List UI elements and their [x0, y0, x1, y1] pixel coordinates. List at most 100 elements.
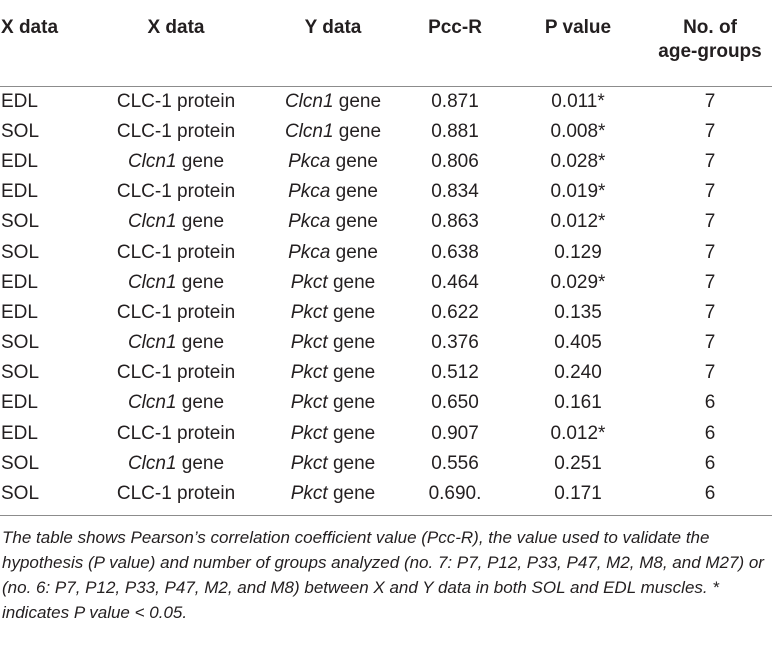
gene-suffix: gene — [327, 362, 376, 384]
gene-suffix: gene — [327, 392, 376, 414]
table-row: SOL Clcn1 gene Pkct gene 0.376 0.405 7 — [0, 328, 772, 358]
table-row: SOL CLC-1 protein Pkct gene 0.512 0.240 7 — [0, 358, 772, 388]
cell-age-groups: 7 — [704, 271, 716, 293]
cell-age-groups: 7 — [704, 362, 716, 384]
cell-y-data: Pkct gene — [264, 328, 402, 358]
table-row: EDL Clcn1 gene Pkct gene 0.650 0.161 6 — [0, 388, 772, 418]
cell-age-groups: 7 — [704, 211, 716, 233]
cell-p-value: 0.161 — [554, 392, 602, 414]
table-row: EDL CLC-1 protein Pkct gene 0.622 0.135 7 — [0, 298, 772, 328]
gene-name: Clcn1 — [127, 211, 177, 233]
cell-x-data: CLC-1 protein — [116, 483, 236, 505]
cell-p-value: 0.029* — [550, 271, 606, 293]
correlation-table: X data X data Y data Pcc-R P value No. o… — [0, 0, 772, 509]
cell-p-value: 0.012* — [550, 422, 606, 444]
gene-name: Pkct — [290, 452, 328, 474]
cell-p-value: 0.028* — [550, 150, 606, 172]
cell-pcc-r: 0.638 — [431, 241, 479, 263]
cell-y-data: Pkca gene — [264, 237, 402, 267]
cell-pcc-r: 0.622 — [431, 301, 479, 323]
gene-name: Pkct — [290, 271, 328, 293]
gene-name: Clcn1 — [127, 271, 177, 293]
cell-y-data: Pkct gene — [264, 449, 402, 479]
gene-name: Pkca — [288, 181, 331, 203]
header-x-data: X data — [88, 0, 264, 87]
gene-suffix: gene — [176, 332, 225, 354]
cell-x-data: CLC-1 protein — [116, 241, 236, 263]
cell-pcc-r: 0.376 — [431, 332, 479, 354]
cell-muscle: EDL — [1, 271, 38, 293]
table-footnote: The table shows Pearson’s correlation co… — [2, 528, 764, 623]
cell-muscle: SOL — [1, 362, 40, 384]
cell-age-groups: 7 — [704, 181, 716, 203]
cell-muscle: EDL — [1, 392, 38, 414]
gene-name: Clcn1 — [127, 332, 177, 354]
table-row: SOL CLC-1 protein Pkca gene 0.638 0.129 7 — [0, 237, 772, 267]
gene-name: Pkct — [290, 362, 328, 384]
cell-p-value: 0.405 — [554, 332, 602, 354]
gene-suffix: gene — [333, 90, 382, 112]
cell-age-groups: 7 — [704, 90, 716, 112]
cell-y-data: Pkca gene — [264, 207, 402, 237]
gene-name: Clcn1 — [284, 120, 334, 142]
cell-p-value: 0.135 — [554, 301, 602, 323]
cell-muscle: SOL — [1, 211, 40, 233]
cell-muscle: SOL — [1, 241, 40, 263]
cell-p-value: 0.008* — [550, 120, 606, 142]
cell-p-value: 0.129 — [554, 241, 602, 263]
gene-suffix: gene — [176, 392, 225, 414]
header-age-groups-line2: age-groups — [658, 41, 762, 62]
cell-y-data: Pkct gene — [264, 388, 402, 418]
cell-pcc-r: 0.834 — [431, 181, 479, 203]
cell-pcc-r: 0.907 — [431, 422, 479, 444]
cell-muscle: EDL — [1, 301, 38, 323]
cell-x-data: Clcn1 gene — [88, 388, 264, 418]
gene-suffix: gene — [333, 120, 382, 142]
table-row: SOL CLC-1 protein Clcn1 gene 0.881 0.008* 7 — [0, 117, 772, 147]
cell-age-groups: 6 — [704, 392, 716, 414]
cell-y-data: Pkct gene — [264, 419, 402, 449]
gene-name: Pkca — [288, 211, 331, 233]
cell-muscle: SOL — [1, 452, 40, 474]
gene-suffix: gene — [330, 211, 378, 233]
header-p-value: P value — [508, 0, 648, 87]
header-age-groups-line1: No. of — [683, 17, 737, 38]
cell-age-groups: 6 — [704, 452, 716, 474]
header-pcc-r: Pcc-R — [402, 0, 508, 87]
cell-y-data: Pkct gene — [264, 479, 402, 509]
cell-muscle: SOL — [1, 332, 40, 354]
gene-name: Pkca — [288, 241, 331, 263]
cell-y-data: Pkct gene — [264, 358, 402, 388]
gene-suffix: gene — [327, 452, 376, 474]
gene-suffix: gene — [327, 301, 376, 323]
cell-p-value: 0.240 — [554, 362, 602, 384]
cell-p-value: 0.012* — [550, 211, 606, 233]
cell-p-value: 0.011* — [551, 90, 605, 112]
table-row: SOL CLC-1 protein Pkct gene 0.690. 0.171 6 — [0, 479, 772, 509]
cell-x-data: CLC-1 protein — [116, 90, 236, 112]
cell-y-data: Pkct gene — [264, 298, 402, 328]
cell-y-data: Pkct gene — [264, 268, 402, 298]
gene-suffix: gene — [327, 332, 376, 354]
gene-suffix: gene — [176, 211, 225, 233]
cell-x-data: CLC-1 protein — [116, 301, 236, 323]
gene-name: Pkct — [290, 422, 328, 444]
gene-suffix: gene — [327, 422, 376, 444]
header-y-data: Y data — [264, 0, 402, 87]
gene-name: Clcn1 — [127, 452, 177, 474]
cell-x-data: Clcn1 gene — [88, 449, 264, 479]
cell-y-data: Clcn1 gene — [264, 117, 402, 147]
cell-muscle: SOL — [1, 483, 40, 505]
cell-muscle: EDL — [1, 422, 38, 444]
cell-pcc-r: 0.556 — [431, 452, 479, 474]
gene-name: Clcn1 — [127, 150, 177, 172]
gene-suffix: gene — [330, 181, 378, 203]
table-row: EDL Clcn1 gene Pkct gene 0.464 0.029* 7 — [0, 268, 772, 298]
cell-x-data: CLC-1 protein — [116, 181, 236, 203]
table-body: EDL CLC-1 protein Clcn1 gene 0.871 0.011* 7 SO… — [0, 86, 772, 509]
gene-suffix: gene — [176, 452, 225, 474]
table-row: EDL CLC-1 protein Pkct gene 0.907 0.012* 6 — [0, 419, 772, 449]
cell-pcc-r: 0.863 — [431, 211, 479, 233]
cell-x-data: CLC-1 protein — [116, 120, 236, 142]
cell-pcc-r: 0.464 — [431, 271, 479, 293]
